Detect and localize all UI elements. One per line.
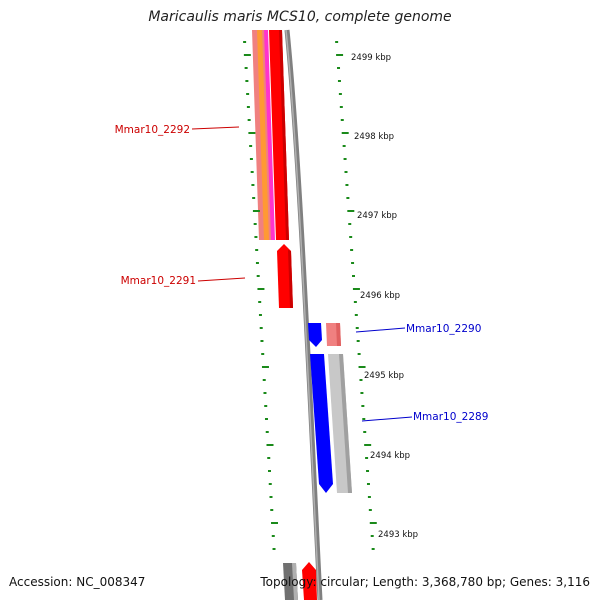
feature-block-grey-2289-shade (339, 354, 352, 493)
tick-label: 2494 kbp (370, 451, 410, 461)
gene-arrow-mmar10-2290[interactable] (308, 323, 322, 347)
feature-block-grey-bottom-shade (292, 563, 298, 600)
feature-block-red (269, 30, 289, 240)
gene-arrow-mmar10-2291-shade (288, 250, 293, 308)
feature-stripe-magenta (264, 30, 275, 240)
tick-label: 2498 kbp (354, 132, 394, 142)
leader-line-mmar10-2291 (197, 277, 246, 282)
leader-line-mmar10-2292 (191, 126, 240, 130)
feature-stripe-orange (257, 30, 269, 240)
tick-label: 2493 kbp (378, 530, 418, 540)
tick-label: 2496 kbp (360, 291, 400, 301)
topology-summary: Topology: circular; Length: 3,368,780 bp… (260, 575, 590, 589)
leader-line-mmar10-2290 (355, 327, 406, 333)
tick-marks-left (243, 41, 279, 550)
leader-line-mmar10-2289 (361, 416, 413, 422)
tick-marks-right (335, 41, 377, 550)
gene-label-mmar10-2291[interactable]: Mmar10_2291 (121, 275, 196, 287)
tick-label: 2497 kbp (357, 211, 397, 221)
genome-backbone-highlight (285, 29, 320, 600)
map-title: Maricaulis maris MCS10, complete genome (148, 9, 452, 25)
tick-label: 2499 kbp (351, 53, 391, 63)
genome-backbone (284, 29, 323, 600)
gene-label-mmar10-2289[interactable]: Mmar10_2289 (413, 411, 488, 423)
feature-arrow-red-bottom (302, 562, 317, 600)
feature-block-red-shadow (279, 30, 289, 240)
tick-labels: 2499 kbp 2498 kbp 2497 kbp 2496 kbp 2495 kbp… (351, 53, 418, 540)
feature-block-pink-2290-shade (336, 323, 341, 346)
gene-arrow-mmar10-2289[interactable] (310, 354, 333, 493)
accession-text: Accession: NC_008347 (9, 575, 146, 589)
tick-label: 2495 kbp (364, 371, 404, 381)
gene-label-mmar10-2292[interactable]: Mmar10_2292 (115, 124, 190, 136)
gene-label-mmar10-2290[interactable]: Mmar10_2290 (406, 323, 481, 335)
